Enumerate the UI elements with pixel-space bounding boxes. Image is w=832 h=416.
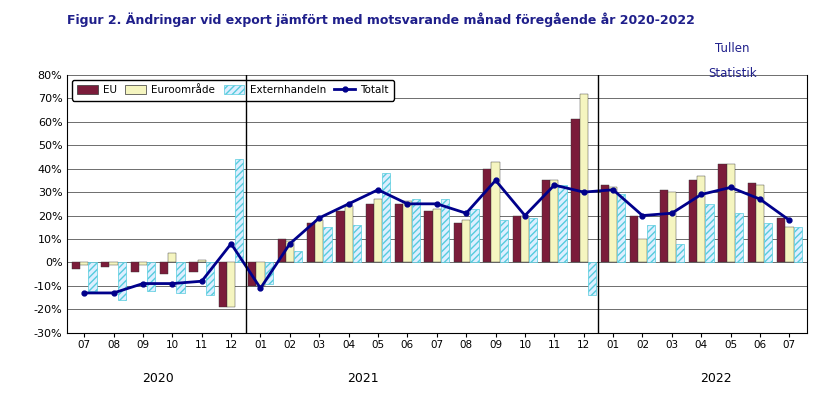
Bar: [735, 213, 743, 262]
Bar: [404, 201, 412, 262]
Bar: [588, 262, 596, 295]
Text: Figur 2. Ändringar vid export jämfört med motsvarande månad föregående år 2020-2: Figur 2. Ändringar vid export jämfört me…: [67, 12, 695, 27]
Bar: [785, 227, 794, 262]
Bar: [470, 208, 478, 262]
Bar: [756, 185, 764, 262]
Bar: [617, 194, 626, 262]
Bar: [748, 183, 756, 262]
Bar: [219, 262, 227, 307]
Bar: [374, 199, 382, 262]
Bar: [794, 227, 802, 262]
Bar: [689, 181, 697, 262]
Bar: [176, 262, 185, 293]
Bar: [412, 199, 420, 262]
Bar: [500, 220, 508, 262]
Bar: [726, 164, 735, 262]
Bar: [256, 262, 265, 286]
Bar: [558, 185, 567, 262]
Bar: [117, 262, 126, 300]
Bar: [139, 262, 147, 265]
Bar: [646, 225, 655, 262]
Bar: [344, 206, 353, 262]
Bar: [315, 220, 324, 262]
Bar: [198, 260, 206, 262]
Bar: [513, 215, 521, 262]
Bar: [336, 211, 344, 262]
Bar: [492, 162, 500, 262]
Bar: [395, 204, 404, 262]
Text: 2022: 2022: [701, 371, 732, 385]
Bar: [529, 218, 537, 262]
Bar: [278, 239, 285, 262]
Bar: [324, 227, 332, 262]
Bar: [697, 176, 706, 262]
Bar: [441, 199, 449, 262]
Bar: [366, 204, 374, 262]
Bar: [462, 220, 470, 262]
Bar: [433, 208, 441, 262]
Bar: [601, 185, 609, 262]
Bar: [307, 223, 315, 262]
Bar: [353, 225, 361, 262]
Bar: [235, 159, 244, 262]
Bar: [227, 262, 235, 307]
Bar: [206, 262, 214, 295]
Bar: [660, 190, 668, 262]
Bar: [550, 181, 558, 262]
Bar: [248, 262, 256, 286]
Bar: [102, 262, 110, 267]
Bar: [521, 215, 529, 262]
Bar: [285, 241, 294, 262]
Bar: [265, 262, 273, 284]
Bar: [110, 262, 117, 265]
Bar: [190, 262, 198, 272]
Bar: [676, 244, 684, 262]
Bar: [382, 173, 390, 262]
Bar: [88, 262, 97, 291]
Bar: [542, 181, 550, 262]
Text: 2020: 2020: [141, 371, 174, 385]
Bar: [706, 204, 714, 262]
Text: Statistik: Statistik: [708, 67, 756, 79]
Bar: [424, 211, 433, 262]
Bar: [638, 239, 646, 262]
Bar: [80, 262, 88, 265]
Bar: [294, 251, 302, 262]
Bar: [168, 253, 176, 262]
Bar: [131, 262, 139, 272]
Text: Tullen: Tullen: [715, 42, 750, 54]
Bar: [777, 218, 785, 262]
Bar: [718, 164, 726, 262]
Bar: [630, 215, 638, 262]
Bar: [160, 262, 168, 274]
Text: 2021: 2021: [348, 371, 379, 385]
Bar: [453, 223, 462, 262]
Bar: [483, 168, 492, 262]
Bar: [668, 192, 676, 262]
Bar: [609, 188, 617, 262]
Bar: [147, 262, 156, 291]
Bar: [580, 94, 588, 262]
Legend: EU, Euroområde, Externhandeln, Totalt: EU, Euroområde, Externhandeln, Totalt: [72, 80, 394, 101]
Bar: [72, 262, 80, 270]
Bar: [764, 223, 772, 262]
Bar: [572, 119, 580, 262]
